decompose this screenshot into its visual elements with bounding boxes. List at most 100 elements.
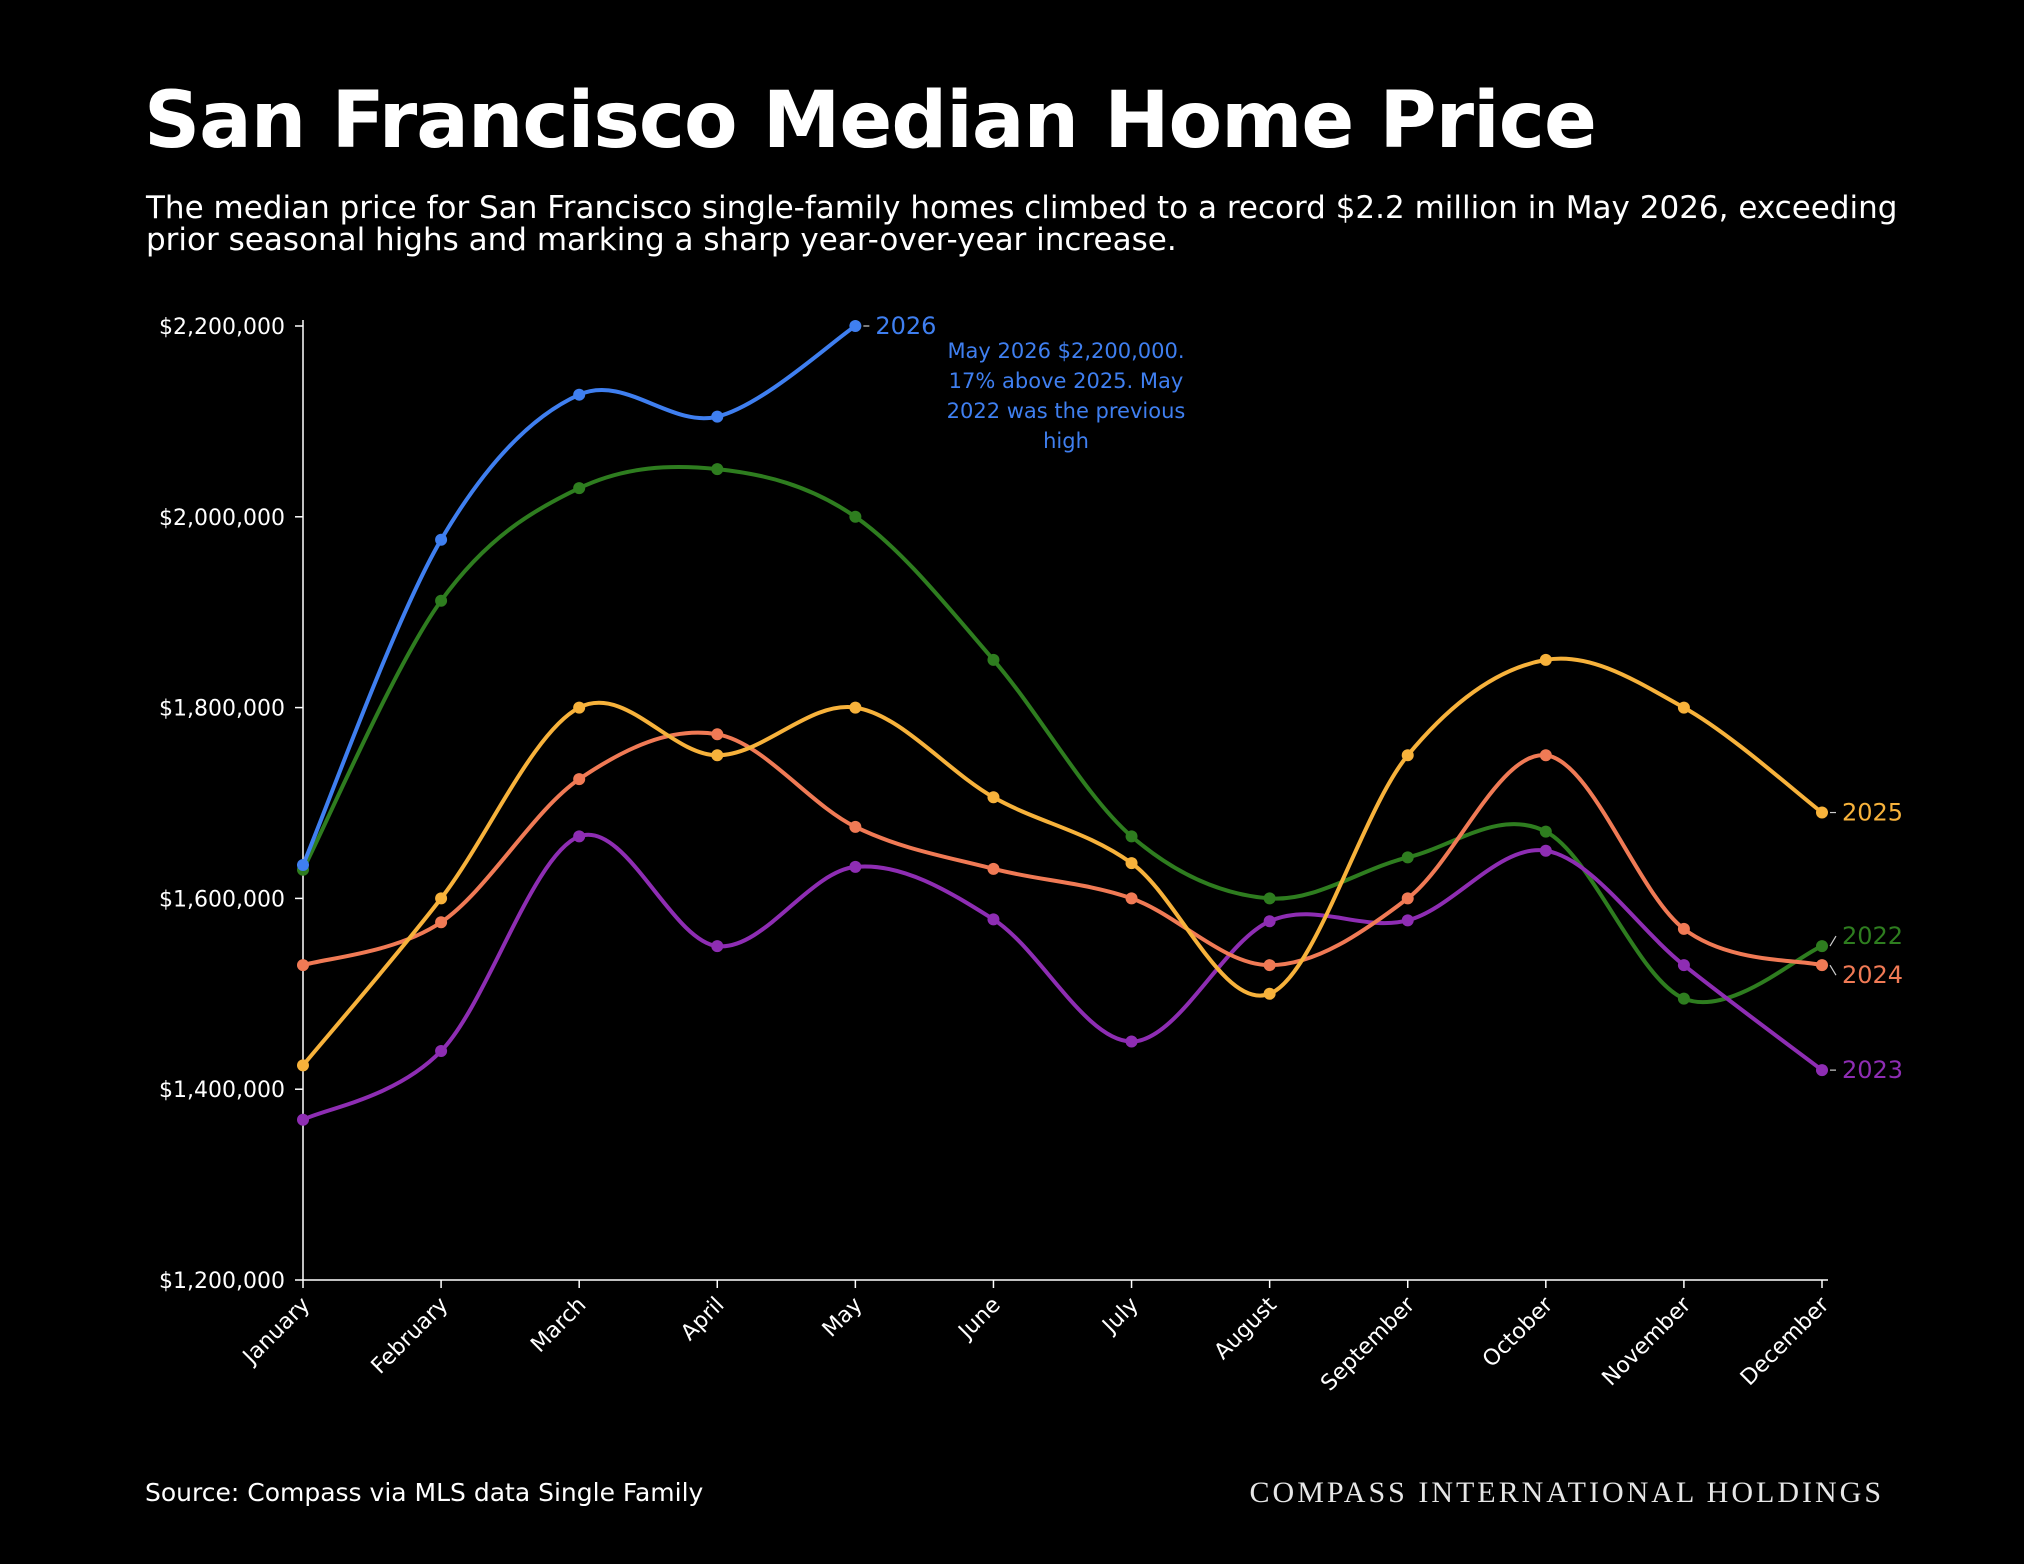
annotations: May 2026 $2,200,000. 17% above 2025. May 2…	[947, 339, 1186, 453]
data-point	[849, 510, 862, 523]
source-note: Source: Compass via MLS data Single Fami…	[145, 1478, 704, 1507]
data-point	[1401, 892, 1414, 905]
x-tick-label: June	[953, 1293, 1006, 1346]
data-point	[1125, 830, 1138, 843]
data-point	[435, 533, 448, 546]
data-point	[1677, 701, 1690, 714]
x-tick-label: August	[1210, 1292, 1282, 1364]
data-point	[1539, 749, 1552, 762]
data-point	[435, 1045, 448, 1058]
annotation-line: high	[1043, 429, 1089, 453]
data-point	[1677, 922, 1690, 935]
chart-title: San Francisco Median Home Price	[144, 76, 1597, 166]
data-point	[297, 1059, 309, 1072]
x-tick-label: February	[367, 1293, 454, 1380]
data-point	[711, 410, 724, 423]
series-label-2026: 2026	[875, 312, 936, 340]
data-point	[1263, 892, 1276, 905]
annotation-text: May 2026 $2,200,000. 17% above 2025. May 2…	[947, 339, 1186, 453]
series-label-2022: 2022	[1842, 922, 1903, 950]
series-2022	[297, 463, 1828, 1005]
data-point	[297, 1113, 309, 1126]
x-tick-label: October	[1478, 1292, 1559, 1373]
axes: $1,200,000 $1,400,000 $1,600,000 $1,800,000…	[159, 315, 1835, 1396]
data-point	[435, 594, 448, 607]
data-point	[1263, 987, 1276, 1000]
data-point	[1401, 914, 1414, 927]
y-tick-label: $1,200,000	[159, 1269, 285, 1294]
data-point	[711, 940, 724, 953]
data-point	[573, 773, 586, 786]
series-label-2024: 2024	[1842, 961, 1903, 989]
x-tick-label: December	[1736, 1292, 1835, 1391]
data-point	[1816, 959, 1828, 972]
data-point	[711, 463, 724, 476]
data-point	[573, 830, 586, 843]
data-point	[987, 653, 1000, 666]
data-point	[1677, 992, 1690, 1005]
data-point	[435, 892, 448, 905]
data-point	[849, 320, 862, 332]
annotation-line: May 2026 $2,200,000.	[947, 339, 1184, 363]
data-point	[297, 859, 309, 872]
x-tick-label: November	[1598, 1292, 1697, 1391]
data-point	[1125, 857, 1138, 870]
label-connector	[1829, 964, 1837, 976]
series-2026	[297, 320, 862, 872]
data-point	[711, 749, 724, 762]
data-point	[987, 791, 1000, 804]
data-point	[1816, 940, 1828, 953]
series-line-2025	[301, 656, 1824, 1068]
data-point	[573, 482, 586, 495]
series-line-2024	[301, 730, 1824, 968]
data-point	[849, 701, 862, 714]
series-group	[297, 320, 1828, 1126]
data-point	[987, 913, 1000, 926]
series-label-2023: 2023	[1842, 1056, 1903, 1084]
x-tick-label: March	[526, 1293, 591, 1358]
series-labels: 2022 2023 2024 2025 2026	[863, 312, 1903, 1084]
series-line-2023	[301, 832, 1824, 1122]
y-tick-label: $2,000,000	[159, 506, 285, 531]
y-tick-label: $1,600,000	[159, 887, 285, 912]
data-point	[1539, 653, 1552, 666]
data-point	[1263, 915, 1276, 928]
annotation-line: 17% above 2025. May	[949, 369, 1184, 393]
data-point	[1816, 806, 1828, 819]
x-tick-label: September	[1316, 1292, 1420, 1396]
annotation-line: 2022 was the previous	[947, 399, 1186, 423]
series-2023	[297, 830, 1828, 1126]
series-2024	[297, 728, 1828, 972]
data-point	[1401, 851, 1414, 864]
data-point	[1401, 749, 1414, 762]
series-line-2022	[301, 464, 1824, 1005]
data-point	[1816, 1064, 1828, 1077]
data-point	[1677, 959, 1690, 972]
y-tick-label: $1,800,000	[159, 697, 285, 722]
series-2025	[297, 653, 1828, 1072]
data-point	[1125, 1035, 1138, 1048]
data-point	[573, 388, 586, 401]
data-point	[1125, 892, 1138, 905]
x-tick-label: May	[818, 1293, 868, 1343]
data-point	[849, 820, 862, 833]
x-tick-label: July	[1097, 1293, 1144, 1340]
data-point	[1539, 825, 1552, 838]
data-point	[1263, 959, 1276, 972]
series-label-2025: 2025	[1842, 799, 1903, 827]
data-point	[573, 701, 586, 714]
y-tick-label: $2,200,000	[159, 315, 285, 340]
data-point	[297, 959, 309, 972]
x-tick-label: April	[676, 1293, 729, 1346]
data-point	[435, 916, 448, 929]
data-point	[711, 728, 724, 741]
series-line-2026	[301, 324, 858, 868]
x-tick-label: January	[237, 1293, 315, 1371]
data-point	[849, 860, 862, 873]
y-tick-label: $1,400,000	[159, 1078, 285, 1103]
data-point	[987, 862, 1000, 875]
label-connector	[1829, 935, 1837, 947]
data-point	[1539, 844, 1552, 857]
chart-subtitle: The median price for San Francisco singl…	[146, 190, 1898, 258]
